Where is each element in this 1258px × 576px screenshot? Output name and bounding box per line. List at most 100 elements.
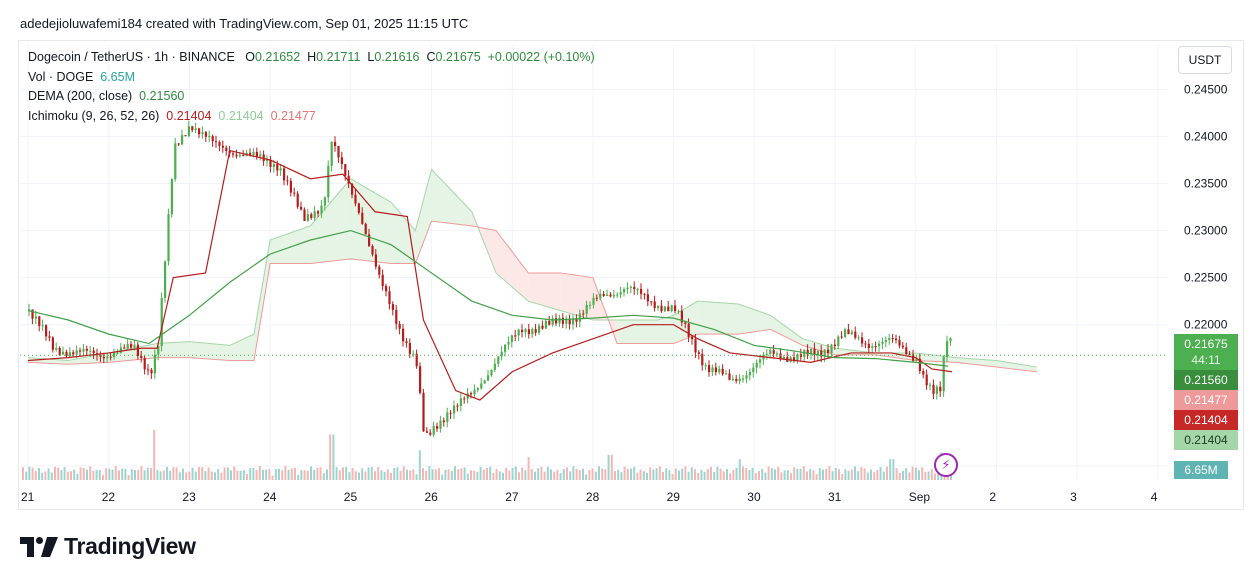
symbol-label[interactable]: Dogecoin / TetherUS · 1h · BINANCE — [28, 50, 235, 64]
last-price-tag: 0.21675 44:11 — [1174, 334, 1238, 370]
candle-body — [381, 274, 384, 287]
candle-body — [177, 143, 180, 145]
volume-bar — [511, 467, 514, 480]
volume-bar — [700, 469, 703, 480]
volume-bar — [354, 471, 357, 480]
volume-bar — [729, 473, 732, 480]
x-tick-label: 30 — [747, 490, 761, 504]
y-tick-label: 0.22000 — [1184, 318, 1228, 332]
volume-bar — [396, 467, 399, 480]
candle-body — [463, 398, 466, 400]
candle-body — [891, 338, 894, 340]
volume-bar — [908, 472, 911, 480]
volume-bar — [646, 473, 648, 480]
volume-bar — [364, 471, 367, 480]
y-tick-label: 0.22500 — [1184, 271, 1228, 285]
candle-body — [334, 141, 337, 147]
volume-bar — [41, 472, 44, 480]
candle-body — [422, 392, 425, 432]
candle-body — [813, 348, 816, 356]
candle-body — [677, 310, 680, 312]
candle-body — [629, 286, 632, 288]
volume-bar — [601, 468, 604, 480]
candle-body — [861, 337, 864, 344]
volume-bar — [802, 466, 805, 480]
lightning-icon[interactable]: ⚡ — [934, 453, 958, 477]
tradingview-logo[interactable]: TradingView — [20, 533, 196, 560]
candle-body — [844, 329, 847, 337]
currency-unit-button[interactable]: USDT — [1178, 46, 1232, 74]
volume-bar — [527, 457, 530, 480]
ichimoku-row[interactable]: Ichimoku (9, 26, 52, 26) 0.21404 0.21404… — [28, 107, 595, 127]
candle-body — [483, 380, 486, 384]
volume-bar — [886, 466, 888, 480]
candle-body — [391, 304, 394, 310]
x-tick-label: 21 — [21, 490, 35, 504]
low-label: L — [367, 50, 375, 64]
candle-body — [453, 405, 456, 414]
volume-bar — [418, 450, 421, 480]
candle-body — [439, 420, 442, 429]
candle-body — [208, 136, 211, 138]
volume-row[interactable]: Vol · DOGE 6.65M — [28, 68, 595, 88]
bar-countdown: 44:11 — [1191, 353, 1221, 367]
volume-bar — [434, 469, 437, 480]
volume-bar — [63, 466, 66, 480]
volume-bar — [719, 468, 722, 480]
x-tick-label: 25 — [344, 490, 358, 504]
volume-bar — [319, 467, 322, 480]
candle-body — [133, 344, 136, 348]
volume-bar — [566, 467, 568, 480]
volume-bar — [562, 468, 565, 480]
candle-body — [565, 318, 568, 324]
candle-body — [670, 305, 673, 312]
candle-body — [283, 168, 286, 181]
candle-body — [667, 306, 670, 312]
candle-body — [456, 405, 459, 407]
candle-body — [28, 309, 31, 311]
volume-bar — [866, 472, 869, 480]
candle-body — [113, 352, 116, 357]
volume-bar — [79, 467, 82, 480]
volume-bar — [175, 467, 178, 480]
dema-row[interactable]: DEMA (200, close) 0.21560 — [28, 87, 595, 107]
volume-bar — [502, 472, 504, 480]
candle-body — [255, 151, 258, 157]
candle-body — [41, 325, 44, 327]
volume-bar — [534, 471, 536, 480]
candle-body — [337, 146, 340, 158]
volume-bar — [306, 470, 309, 480]
volume-bar — [473, 470, 476, 480]
volume-bar — [114, 466, 117, 480]
candle-body — [238, 154, 241, 157]
candle-body — [31, 309, 34, 319]
volume-bar — [300, 470, 303, 480]
volume-bar — [143, 470, 146, 480]
candle-body — [871, 346, 874, 349]
volume-label: Vol · DOGE — [28, 69, 94, 84]
volume-bar — [934, 473, 936, 480]
volume-bar — [198, 467, 200, 480]
candle-body — [276, 164, 279, 171]
candle-body — [609, 294, 612, 297]
candle-body — [711, 367, 714, 373]
candle-body — [714, 367, 717, 373]
volume-bar — [905, 468, 908, 480]
candle-body — [374, 254, 377, 267]
candle-body — [548, 320, 551, 325]
volume-bar — [895, 468, 898, 480]
volume-bar — [924, 472, 927, 480]
candle-body — [65, 351, 68, 357]
candle-body — [160, 297, 163, 347]
ichimoku-cloud-segment — [253, 240, 271, 361]
volume-bar — [326, 469, 328, 480]
volume-bar — [524, 470, 527, 480]
volume-bar — [156, 469, 159, 480]
candle-body — [269, 159, 272, 167]
x-tick-label: 4 — [1151, 490, 1158, 504]
ichimoku-cloud-segment — [528, 272, 561, 311]
volume-bar — [290, 468, 293, 480]
volume-bar — [399, 470, 402, 480]
candle-body — [361, 212, 364, 224]
